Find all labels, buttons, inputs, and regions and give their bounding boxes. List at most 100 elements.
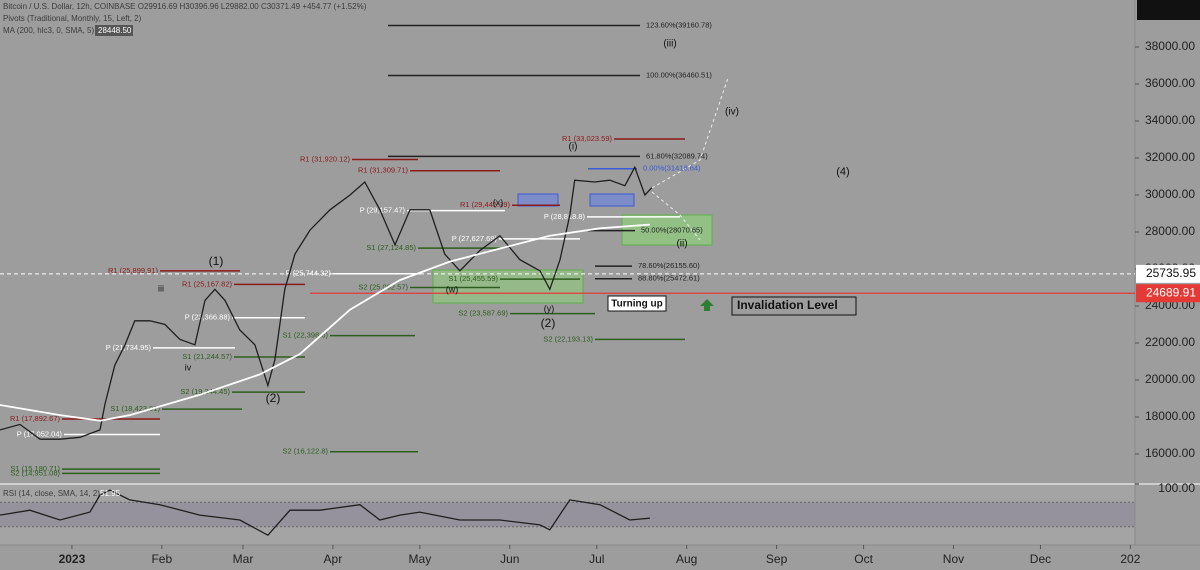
zone	[589, 193, 635, 207]
level-label: S2 (23,587.69)	[458, 309, 508, 318]
level-label: R1 (31,309.71)	[358, 166, 409, 175]
y-tick-label: 20000.00	[1145, 372, 1195, 386]
x-tick-label: Feb	[151, 552, 172, 566]
level-label: R1 (31,920.12)	[300, 154, 351, 163]
x-tick-label: Nov	[943, 552, 964, 566]
level-label: 61.80%(32089.74)	[646, 151, 708, 160]
level-label: S2 (22,193.13)	[543, 334, 593, 343]
projection	[651, 77, 729, 189]
x-tick-label: Aug	[676, 552, 697, 566]
level-label: R1 (29,445.39)	[460, 200, 511, 209]
price-tag-label: 25735.95	[1146, 266, 1196, 280]
rsi-value: 51.95	[100, 489, 121, 498]
level-label: S1 (21,244.57)	[182, 352, 232, 361]
level-label: S1 (27,124.85)	[366, 243, 416, 252]
level-label: S2 (25,002.57)	[358, 282, 408, 291]
ma-legend: MA (200, hlc3, 0, SMA, 5)	[3, 26, 94, 35]
wave-label: (1)	[209, 254, 224, 268]
level-label: S1 (18,423.91)	[110, 404, 160, 413]
wave-label: (4)	[836, 166, 849, 178]
x-tick-label: Jul	[589, 552, 604, 566]
wave-label: (iii)	[663, 39, 676, 50]
y-tick-label: 28000.00	[1145, 224, 1195, 238]
level-label: 88.80%(25472.61)	[638, 274, 700, 283]
level-label: 123.60%(39160.78)	[646, 21, 712, 30]
x-tick-label: Apr	[324, 552, 343, 566]
pivots-legend: Pivots (Traditional, Monthly, 15, Left, …	[3, 14, 142, 23]
level-label: P (21,734.95)	[106, 343, 152, 352]
wave-label: iii	[158, 283, 164, 293]
y-tick-label: 100.00	[1158, 481, 1195, 495]
price-tag	[1136, 264, 1200, 283]
level-label: R1 (25,167.82)	[182, 279, 233, 288]
level-label: 0.00%(31418.64)	[643, 164, 701, 173]
note: Turning up	[611, 299, 662, 310]
level-label: P (25,744.32)	[286, 269, 332, 278]
level-label: 78.60%(26155.60)	[638, 261, 700, 270]
level-label: S1 (15,180.71)	[10, 464, 60, 473]
y-tick-label: 22000.00	[1145, 335, 1195, 349]
rsi-band	[0, 502, 1135, 527]
wave-label: (x)	[493, 197, 504, 207]
series-line	[0, 223, 650, 422]
level-label: P (23,366.88)	[185, 313, 231, 322]
wave-label: (ii)	[676, 239, 687, 250]
y-tick-label: 34000.00	[1145, 113, 1195, 127]
y-tick-label: 36000.00	[1145, 76, 1195, 90]
level-label: S2 (19,344.45)	[180, 387, 230, 396]
series-line	[0, 165, 653, 440]
level-label: S2 (14,951.08)	[10, 468, 60, 477]
wave-label: (iv)	[725, 107, 739, 118]
level-label: 50.00%(28070.65)	[641, 226, 703, 235]
note-box	[731, 296, 857, 316]
level-label: S2 (16,122.8)	[283, 447, 329, 456]
wave-label: (i)	[569, 142, 578, 153]
y-tick-label: 16000.00	[1145, 446, 1195, 460]
symbol-line: Bitcoin / U.S. Dollar, 12h, COINBASE O29…	[3, 2, 367, 11]
target-zone	[432, 269, 584, 304]
price-tag-label: 24689.91	[1146, 285, 1196, 299]
rsi-legend: RSI (14, close, SMA, 14, 2)	[3, 489, 100, 498]
wave-label: (w)	[446, 284, 459, 294]
x-tick-label: Oct	[854, 552, 873, 566]
level-label: P (27,627.69)	[452, 234, 498, 243]
y-tick-label: 30000.00	[1145, 187, 1195, 201]
ma-value: 28448.50	[98, 26, 132, 35]
zone	[517, 193, 559, 207]
value-badge	[95, 25, 133, 36]
level-label: P (17,052.04)	[17, 430, 63, 439]
x-tick-label: May	[409, 552, 432, 566]
level-label: S1 (25,455.59)	[448, 274, 498, 283]
price-tag	[1136, 284, 1200, 303]
toolbar-box[interactable]	[1137, 0, 1200, 20]
x-tick-label: Sep	[766, 552, 788, 566]
x-tick-label: 2023	[59, 552, 86, 566]
arrow	[700, 299, 714, 311]
level-label: 100.00%(36460.51)	[646, 70, 712, 79]
y-tick-label: 38000.00	[1145, 39, 1195, 53]
wave-label: (y)	[544, 303, 555, 313]
wave-label: (2)	[266, 391, 281, 405]
x-tick-label: 202	[1120, 552, 1140, 566]
y-tick-label: 18000.00	[1145, 409, 1195, 423]
projection	[651, 191, 701, 241]
legend: Bitcoin / U.S. Dollar, 12h, COINBASE O29…	[3, 2, 367, 498]
note: Invalidation Level	[737, 298, 838, 312]
level-label: R1 (25,899.91)	[108, 266, 159, 275]
x-tick-label: Dec	[1030, 552, 1051, 566]
x-tick-label: Jun	[500, 552, 519, 566]
x-tick-label: Mar	[233, 552, 254, 566]
wave-label: iv	[185, 362, 192, 372]
note-box	[607, 295, 667, 312]
wave-label: (2)	[541, 316, 556, 330]
level-label: P (28,818.8)	[544, 212, 586, 221]
y-tick-label: 32000.00	[1145, 150, 1195, 164]
series-line	[0, 489, 650, 537]
level-label: R1 (17,892.67)	[10, 414, 61, 423]
level-label: S1 (22,398.6)	[283, 331, 329, 340]
level-label: P (29,157.47)	[360, 206, 406, 215]
level-label: R1 (33,023.59)	[562, 134, 613, 143]
